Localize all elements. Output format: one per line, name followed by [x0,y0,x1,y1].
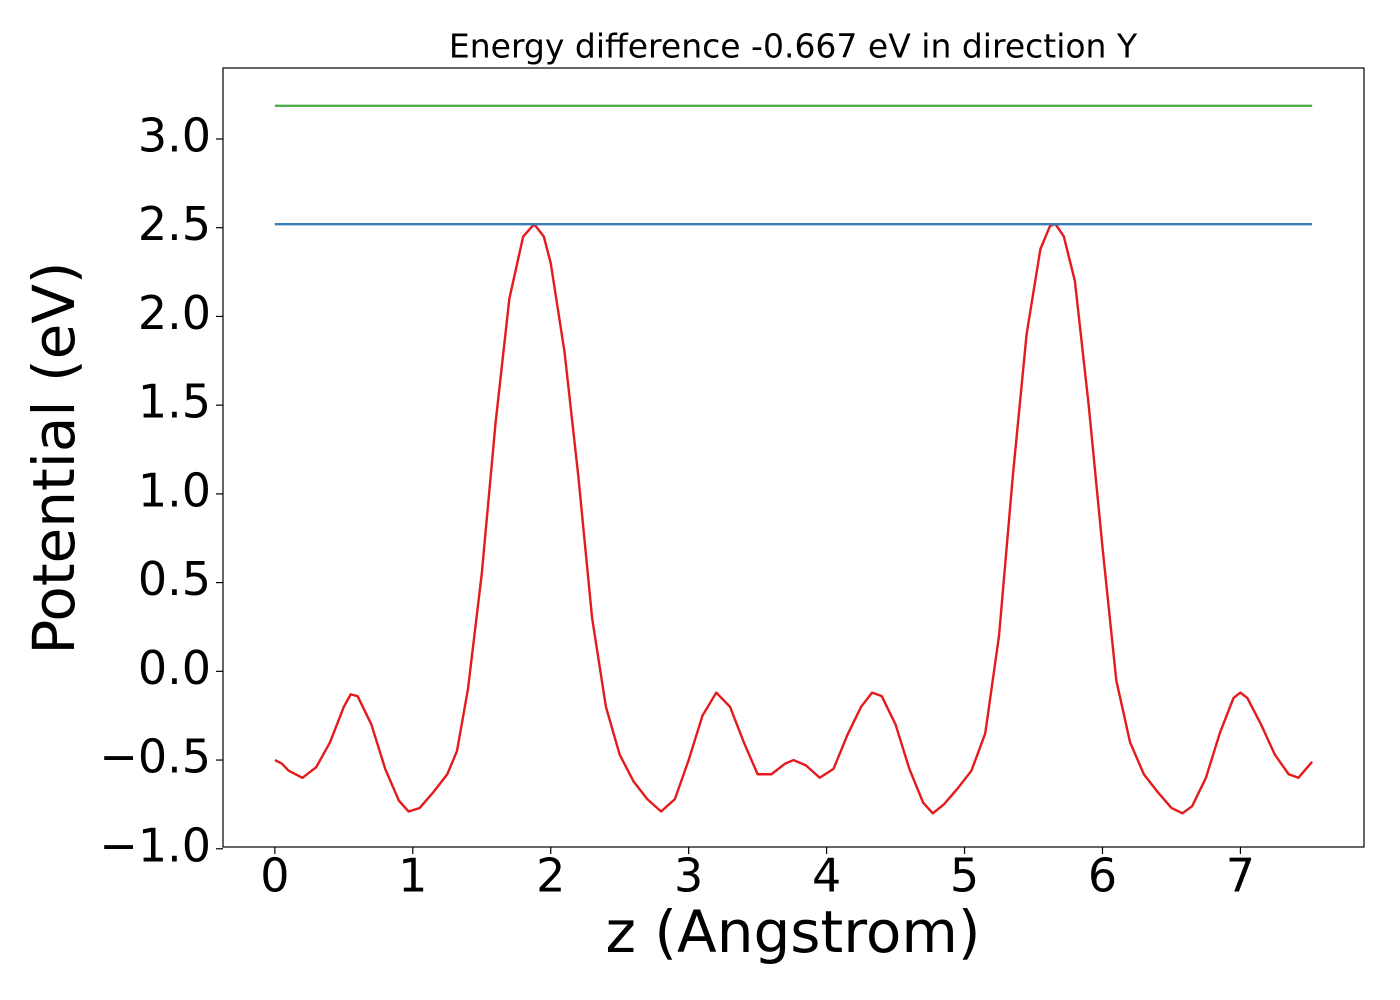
chart-title: Energy difference -0.667 eV in direction… [449,27,1138,66]
data-line [274,222,1314,815]
y-tick-label: 1.0 [138,463,211,517]
x-tick-label: 1 [398,849,427,903]
x-tick-label: 3 [674,849,703,903]
plot-frame [222,67,1365,848]
x-tick-label: 2 [536,849,565,903]
y-tick-label: 2.0 [138,286,211,340]
y-tick-label: 3.0 [138,108,211,162]
y-tick-label: 2.5 [138,197,211,251]
x-axis-label: z (Angstrom) [606,898,981,966]
y-tick-label: 1.5 [138,375,211,429]
x-tick-label: 4 [812,849,841,903]
y-tick-label: 0.0 [138,641,211,695]
x-tick-label: 5 [950,849,979,903]
y-tick-label: 0.5 [138,552,211,606]
y-axis-label: Potential (eV) [20,261,88,654]
y-tick-label: −1.0 [99,818,211,872]
x-tick-label: 6 [1088,849,1117,903]
y-tick-label: −0.5 [99,730,211,784]
x-tick-label: 7 [1226,849,1255,903]
x-tick-label: 0 [260,849,289,903]
